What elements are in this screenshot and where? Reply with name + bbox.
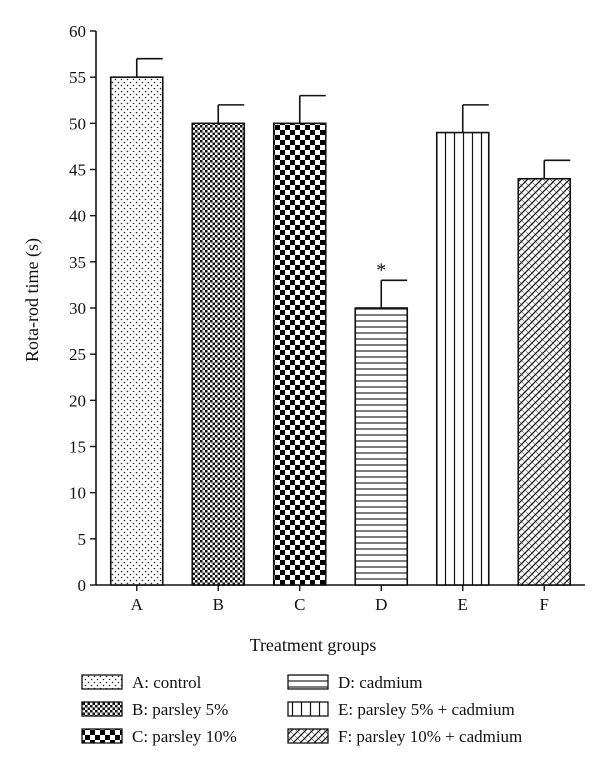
y-axis-label: Rota-rod time (s) bbox=[22, 238, 43, 362]
x-tick-label: E bbox=[458, 595, 468, 614]
axes: 0 5 10 15 20 25 30 35 40 45 50 55 60 A B C D E F bbox=[69, 22, 585, 614]
significance-marker: * bbox=[376, 259, 386, 281]
bar-D bbox=[354, 307, 409, 586]
legend-label-E: E: parsley 5% + cadmium bbox=[338, 700, 515, 719]
bar-F bbox=[517, 177, 572, 586]
x-tick-label: C bbox=[294, 595, 305, 614]
legend: A: control B: parsley 5% C: parsley 10% D: … bbox=[81, 673, 522, 746]
x-tick-label: F bbox=[540, 595, 549, 614]
legend-label-A: A: control bbox=[132, 673, 202, 692]
bar-E bbox=[435, 131, 490, 586]
y-tick-label: 55 bbox=[69, 68, 86, 87]
legend-swatch-B bbox=[81, 701, 123, 717]
y-tick-label: 0 bbox=[78, 576, 87, 595]
x-tick-label: B bbox=[213, 595, 224, 614]
legend-label-B: B: parsley 5% bbox=[132, 700, 228, 719]
x-axis-label: Treatment groups bbox=[250, 635, 377, 655]
bar-B bbox=[191, 122, 246, 586]
y-tick-label: 10 bbox=[69, 484, 86, 503]
legend-swatch-A bbox=[81, 674, 123, 690]
bars: * bbox=[109, 57, 572, 586]
legend-label-D: D: cadmium bbox=[338, 673, 423, 692]
y-tick-label: 50 bbox=[69, 114, 86, 133]
x-tick-label: A bbox=[131, 595, 144, 614]
legend-swatch-D bbox=[287, 674, 329, 690]
legend-label-C: C: parsley 10% bbox=[132, 727, 237, 746]
y-tick-label: 35 bbox=[69, 253, 86, 272]
legend-swatch-C bbox=[81, 728, 123, 744]
y-tick-label: 40 bbox=[69, 207, 86, 226]
bar-C bbox=[272, 122, 327, 586]
legend-label-F: F: parsley 10% + cadmium bbox=[338, 727, 522, 746]
y-tick-label: 60 bbox=[69, 22, 86, 41]
bar-A bbox=[109, 76, 164, 586]
legend-swatch-E bbox=[287, 701, 329, 717]
y-tick-label: 5 bbox=[78, 530, 87, 549]
y-tick-label: 20 bbox=[69, 391, 86, 410]
legend-swatch-F bbox=[287, 728, 329, 744]
y-tick-label: 30 bbox=[69, 299, 86, 318]
axis-labels: Rota-rod time (s) Treatment groups bbox=[22, 238, 376, 655]
y-tick-label: 25 bbox=[69, 345, 86, 364]
y-tick-label: 15 bbox=[69, 438, 86, 457]
x-tick-label: D bbox=[375, 595, 387, 614]
y-tick-label: 45 bbox=[69, 161, 86, 180]
